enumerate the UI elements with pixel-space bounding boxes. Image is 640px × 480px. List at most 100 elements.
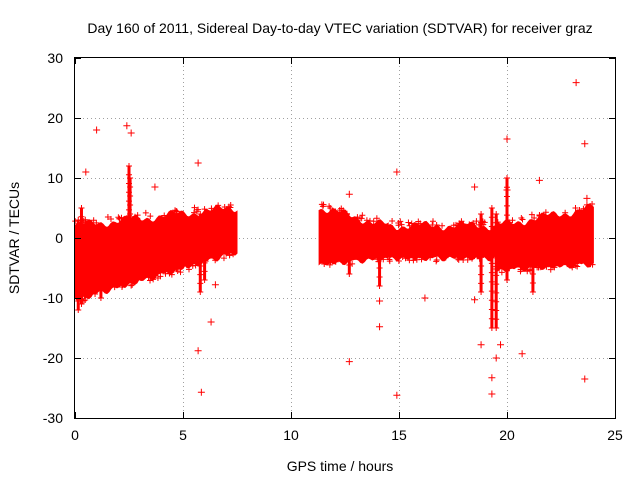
spike-marker xyxy=(504,175,510,181)
edge-marker xyxy=(402,255,409,262)
edge-marker xyxy=(221,204,228,211)
edge-marker xyxy=(338,205,345,212)
outlier-point xyxy=(393,391,401,399)
spike-marker xyxy=(488,306,495,313)
edge-marker xyxy=(466,221,473,228)
spike-marker xyxy=(97,257,104,264)
outlier-point xyxy=(376,297,384,305)
edge-marker xyxy=(498,269,505,276)
edge-marker xyxy=(524,268,531,275)
edge-marker xyxy=(83,219,90,226)
outlier-point xyxy=(194,159,202,167)
data-band xyxy=(386,218,497,265)
outlier-point xyxy=(497,341,505,349)
spike-marker xyxy=(127,202,134,208)
edge-marker xyxy=(551,264,558,271)
spike-marker xyxy=(488,241,495,248)
edge-marker xyxy=(517,266,524,273)
spike-marker xyxy=(78,248,85,255)
spike-marker xyxy=(346,262,353,268)
edge-marker xyxy=(357,215,364,222)
spike-marker xyxy=(493,228,500,235)
y-tick-label: 30 xyxy=(47,50,63,66)
edge-marker xyxy=(386,258,393,265)
edge-marker xyxy=(542,213,549,220)
outlier-point xyxy=(471,183,479,191)
spike-marker xyxy=(504,193,510,200)
y-tick-label: 20 xyxy=(47,110,63,126)
edge-marker xyxy=(570,261,577,268)
edge-marker xyxy=(397,218,404,225)
spike-marker xyxy=(529,244,536,250)
spike-marker xyxy=(197,245,204,252)
edge-marker xyxy=(470,220,477,227)
outlier-point xyxy=(503,186,511,194)
spike-marker xyxy=(488,260,495,267)
y-tick-label: 10 xyxy=(47,170,63,186)
edge-marker xyxy=(564,261,571,268)
spike-marker xyxy=(197,237,204,243)
edge-marker xyxy=(226,252,233,259)
edge-marker xyxy=(417,220,424,227)
edge-marker xyxy=(542,209,549,216)
spike-marker xyxy=(197,254,204,261)
edge-marker xyxy=(531,214,538,221)
spike-marker xyxy=(127,211,134,217)
edge-marker xyxy=(215,202,222,209)
edge-marker xyxy=(195,206,202,213)
edge-marker xyxy=(455,254,462,261)
edge-marker xyxy=(469,255,476,262)
edge-marker xyxy=(562,209,569,216)
y-axis-label: SDTVAR / TECUs xyxy=(6,182,22,294)
edge-marker xyxy=(405,219,412,226)
edge-marker xyxy=(580,205,587,212)
edge-marker xyxy=(433,257,440,264)
edge-marker xyxy=(223,250,230,257)
edge-marker xyxy=(460,221,467,228)
edge-marker xyxy=(339,258,346,265)
spike-marker xyxy=(488,223,495,230)
spike-marker xyxy=(75,307,82,313)
outlier-point xyxy=(345,358,353,366)
edge-marker xyxy=(208,205,215,212)
edge-marker xyxy=(454,222,461,229)
spike-marker xyxy=(504,249,510,256)
spike-marker xyxy=(201,242,208,249)
spike-marker xyxy=(78,213,85,220)
edge-marker xyxy=(418,254,425,261)
edge-marker xyxy=(370,218,377,225)
edge-marker xyxy=(543,263,550,270)
outlier-point xyxy=(151,183,159,191)
spike-marker xyxy=(504,230,510,237)
edge-marker xyxy=(191,204,198,211)
outlier-point xyxy=(488,374,496,382)
outlier-point xyxy=(123,122,131,130)
spike-marker xyxy=(478,228,485,235)
spike-marker xyxy=(201,251,208,258)
spike-marker xyxy=(493,298,500,305)
edge-marker xyxy=(150,276,157,283)
spike-marker xyxy=(488,269,495,276)
outlier-point xyxy=(581,375,589,383)
spike-marker xyxy=(493,246,500,253)
spike-marker xyxy=(97,229,104,235)
edge-marker xyxy=(142,209,149,216)
spike-marker xyxy=(376,274,383,280)
spike-marker xyxy=(529,235,536,241)
spike-marker xyxy=(478,254,485,261)
spike-marker xyxy=(478,219,485,226)
edge-marker xyxy=(395,222,402,229)
spike-marker xyxy=(488,288,495,295)
spike-marker xyxy=(197,271,204,278)
edge-marker xyxy=(389,218,396,225)
spike-marker xyxy=(478,271,485,278)
y-tick-label: -10 xyxy=(43,290,63,306)
spike-marker xyxy=(127,238,134,244)
edge-marker xyxy=(174,268,181,275)
spike-marker xyxy=(197,280,204,287)
outlier-point xyxy=(535,176,543,184)
spike-marker xyxy=(127,175,134,181)
outlier-point xyxy=(518,350,526,358)
edge-marker xyxy=(410,257,417,264)
edge-marker xyxy=(408,220,415,227)
